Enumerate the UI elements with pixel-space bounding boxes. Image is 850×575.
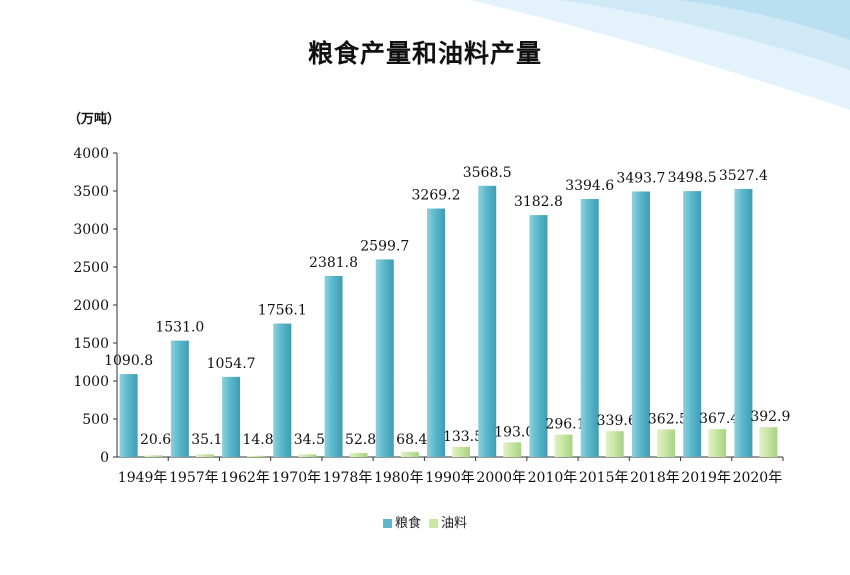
grain-bar (478, 185, 497, 457)
grain-bar (631, 191, 650, 457)
grain-bar (427, 208, 445, 457)
grain-value-label: 1054.7 (207, 356, 256, 372)
grain-bar (375, 259, 394, 457)
x-tick-label: 1962年 (220, 470, 270, 486)
grain-value-label: 1090.8 (104, 353, 153, 369)
legend: 粮食 油料 (0, 512, 850, 531)
oil-value-label: 362.5 (648, 411, 688, 427)
y-tick-label: 1500 (73, 336, 109, 352)
oil-bar (503, 442, 522, 457)
grain-bar (734, 188, 753, 457)
grain-value-label: 3498.5 (668, 170, 717, 186)
chart-title: 粮食产量和油料产量 (307, 39, 542, 68)
oil-bar (349, 452, 368, 457)
oil-value-label: 14.8 (242, 432, 273, 448)
x-tick-label: 1980年 (374, 470, 424, 486)
grain-bar (273, 323, 292, 457)
oil-value-label: 20.6 (140, 432, 171, 448)
x-tick-label: 2020年 (733, 470, 783, 486)
x-tick-label: 1978年 (323, 470, 373, 486)
grain-value-label: 3568.5 (463, 165, 512, 181)
oil-bar (759, 427, 778, 457)
x-tick-label: 1970年 (271, 470, 321, 486)
y-tick-label: 0 (100, 450, 109, 466)
oil-value-label: 193.0 (494, 424, 534, 440)
grain-bar (222, 376, 241, 457)
y-tick-label: 2500 (73, 260, 109, 276)
oil-bar (195, 454, 214, 457)
oil-value-label: 392.9 (750, 409, 790, 425)
oil-bar (298, 454, 317, 457)
x-tick-label: 2019年 (681, 470, 731, 486)
grain-value-label: 3269.2 (412, 188, 461, 204)
y-tick-label: 4000 (73, 146, 109, 162)
oil-value-label: 339.6 (597, 413, 637, 429)
legend-label: 油料 (441, 516, 468, 531)
grain-value-label: 3182.8 (514, 194, 563, 210)
oil-value-label: 367.4 (699, 411, 739, 427)
oil-bar (554, 434, 573, 457)
legend-label: 粮食 (394, 516, 421, 531)
grain-value-label: 2381.8 (309, 255, 358, 271)
x-tick-label: 1990年 (425, 470, 475, 486)
grain-bar (580, 199, 599, 457)
x-tick-label: 2015年 (579, 470, 629, 486)
y-tick-label: 1000 (73, 374, 109, 390)
oil-bar (605, 431, 624, 457)
grain-value-label: 1756.1 (258, 303, 307, 319)
oil-bar (400, 451, 419, 457)
x-tick-label: 1949年 (118, 470, 168, 486)
y-axis-unit-label: （万吨） (68, 112, 121, 127)
grain-value-label: 3527.4 (719, 168, 768, 184)
legend-item: 粮食 (382, 512, 421, 531)
x-tick-label: 2000年 (476, 470, 526, 486)
oil-bar (452, 446, 470, 457)
y-tick-label: 3500 (73, 184, 109, 200)
oil-bar (144, 455, 163, 457)
legend-swatch (429, 519, 438, 528)
oil-bar (247, 455, 266, 457)
oil-bar (708, 429, 727, 457)
legend-swatch (382, 519, 392, 528)
grain-bar (119, 374, 138, 457)
oil-value-label: 133.5 (443, 429, 483, 445)
oil-value-label: 296.1 (545, 416, 585, 432)
x-tick-label: 1957年 (169, 470, 219, 486)
grain-bar (683, 191, 702, 457)
grain-value-label: 3394.6 (565, 178, 614, 194)
oil-value-label: 68.4 (396, 432, 427, 448)
legend-item: 油料 (429, 512, 467, 531)
oil-value-label: 52.8 (345, 432, 376, 448)
grain-bar (529, 215, 548, 457)
y-tick-label: 500 (82, 412, 109, 428)
oil-value-label: 35.1 (191, 432, 222, 448)
grain-bar (324, 275, 343, 457)
grain-bar (170, 340, 189, 457)
x-tick-label: 2010年 (528, 470, 578, 486)
grain-value-label: 1531.0 (155, 320, 204, 336)
y-tick-label: 2000 (73, 298, 109, 314)
x-tick-label: 2018年 (630, 470, 680, 486)
grain-value-label: 2599.7 (360, 238, 409, 254)
grain-value-label: 3493.7 (616, 170, 665, 186)
y-tick-label: 3000 (73, 222, 109, 238)
oil-bar (656, 429, 675, 457)
oil-value-label: 34.5 (294, 432, 325, 448)
